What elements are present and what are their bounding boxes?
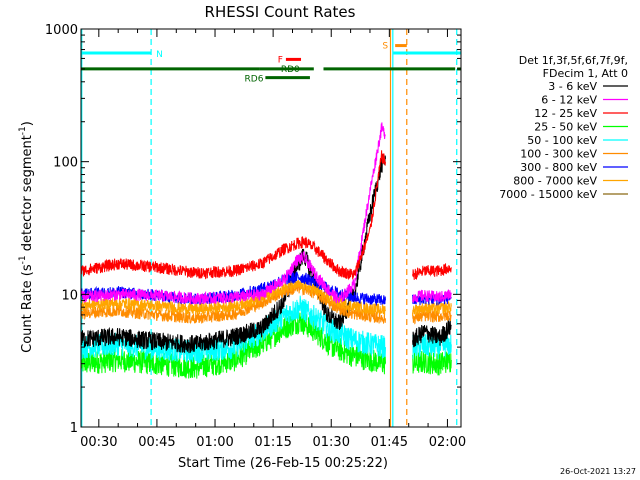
plot-frame [80, 28, 462, 428]
legend-entry-label: 6 - 12 keV [541, 94, 597, 107]
x-tick-label: 00:45 [138, 435, 175, 450]
y-axis-label-part2: detector segment [20, 135, 35, 255]
x-tick-label: 02:00 [429, 435, 466, 450]
series-line-3to6keV-kev [412, 318, 452, 348]
y-axis: 1 10 100 1000 [45, 23, 461, 436]
legend-entry-label: 100 - 300 keV [520, 148, 597, 161]
series-line-12to25keV-kev [81, 150, 386, 281]
legend-entry-label: 3 - 6 keV [548, 80, 597, 93]
y-tick-label: 100 [53, 156, 78, 171]
y-tick-label: 10 [61, 288, 78, 303]
series-line-6to12keV-kev [412, 289, 452, 303]
status-bar-label-rd6: RD6 [245, 75, 264, 85]
x-tick-label: 00:30 [80, 435, 117, 450]
status-bar-label-rd0: RD0 [281, 65, 300, 75]
status-bar-label-n: N [156, 50, 163, 60]
series-line-100to300keV-kev [81, 282, 386, 325]
legend-entry-label: 50 - 100 keV [527, 134, 597, 147]
legend-entry-label: 12 - 25 keV [534, 107, 597, 120]
x-axis-label: Start Time (26-Feb-15 00:25:22) [178, 456, 388, 471]
y-axis-label-sup2: -1 [18, 126, 28, 135]
series-line-6to12keV-kev [81, 122, 386, 306]
series-line-12to25keV-kev [412, 263, 452, 280]
series-line-25to50keV-kev [412, 350, 452, 376]
status-bar-label-f: F [278, 55, 283, 65]
legend-entry-label: 800 - 7000 keV [513, 175, 597, 188]
series-line-800to7000keV-kev [81, 278, 386, 316]
legend: Det 1f,3f,5f,6f,7f,9f,FDecim 1, Att 03 -… [499, 54, 628, 201]
legend-header-line: Det 1f,3f,5f,6f,7f,9f, [519, 54, 628, 67]
status-bar-label-s: S [382, 42, 388, 52]
x-tick-label: 01:45 [371, 435, 408, 450]
chart-title: RHESSI Count Rates [205, 3, 356, 21]
legend-entry-label: 300 - 800 keV [520, 161, 597, 174]
y-axis-label-part1: Count Rate (s [20, 264, 35, 353]
x-tick-label: 01:00 [196, 435, 233, 450]
series-line-100to300keV-kev [412, 308, 452, 325]
y-tick-label: 1 [70, 421, 78, 436]
x-tick-label: 01:30 [313, 435, 350, 450]
y-axis-label-sup1: -1 [18, 255, 28, 264]
series-layer [81, 122, 452, 379]
series-line-50to100keV-kev [412, 333, 452, 359]
x-tick-label: 01:15 [254, 435, 291, 450]
y-axis-label: Count Rate (s-1 detector segment-1) [18, 121, 35, 353]
legend-entry-label: 7000 - 15000 keV [499, 188, 597, 201]
legend-entry-label: 25 - 50 keV [534, 121, 597, 134]
y-axis-label-part3: ) [20, 121, 35, 126]
legend-header-line: FDecim 1, Att 0 [543, 67, 628, 80]
series-line-3to6keV-kev [81, 153, 386, 354]
x-axis: 00:30 00:45 01:00 01:15 01:30 01:45 02:00 [80, 29, 466, 450]
timestamp: 26-Oct-2021 13:27 [560, 467, 636, 476]
y-tick-label: 1000 [45, 23, 78, 38]
